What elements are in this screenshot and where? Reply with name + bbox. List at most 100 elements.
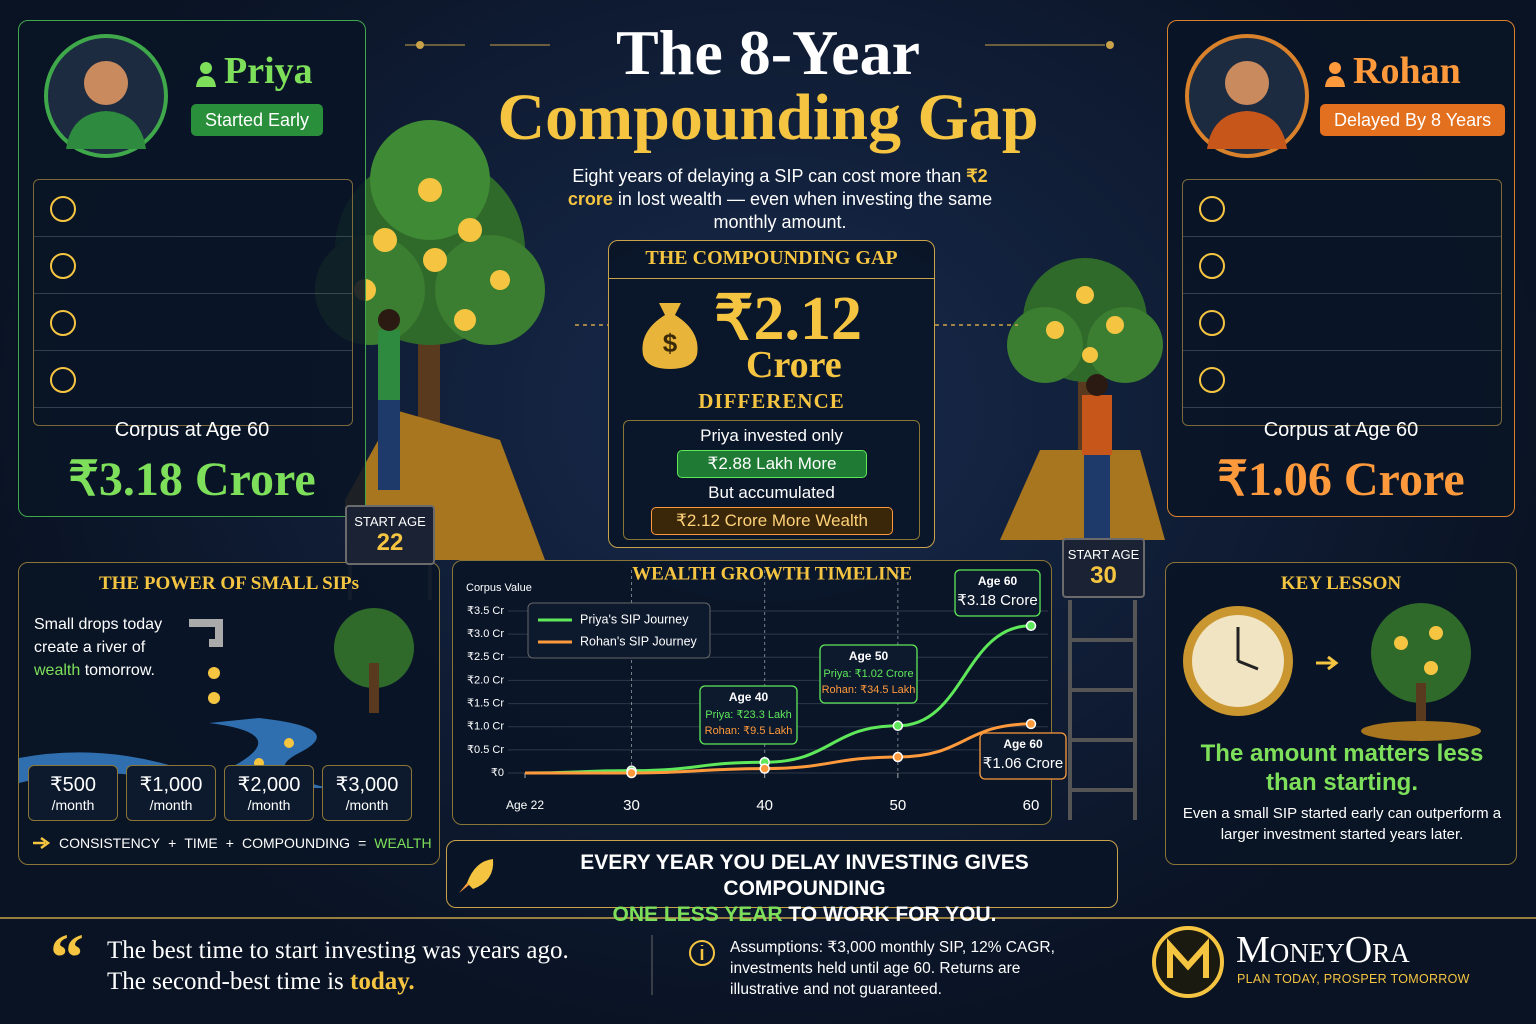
y-tick-label: ₹3.5 Cr (467, 605, 504, 617)
x-tick-label: 50 (889, 797, 906, 814)
person-icon-body (196, 76, 216, 87)
sip-amount-box: ₹2,000/month (224, 765, 314, 821)
data-point (892, 751, 904, 763)
gap-detail-box: Priya invested only ₹2.88 Lakh More But … (623, 420, 920, 540)
small-sips-title: THE POWER OF SMALL SIPs (98, 573, 360, 594)
formula: CONSISTENCY + TIME + COMPOUNDING = WEALTH (33, 835, 432, 851)
sip-period: /month (149, 797, 193, 813)
gap-unit: Crore (746, 344, 842, 386)
annotation-title: Age 60 (1003, 737, 1043, 751)
sip-amount: ₹3,000 (335, 774, 399, 796)
profile-row (1183, 351, 1501, 408)
profile-row (1183, 294, 1501, 351)
row-icon (1199, 196, 1225, 222)
row-icon-shape (1199, 253, 1225, 279)
subtitle-text: in lost wealth — even when investing the… (617, 189, 993, 232)
key-lesson-panel: KEY LESSON The amount matters less than … (1165, 562, 1517, 865)
y-tick-label: ₹3.0 Cr (467, 628, 504, 640)
river-illustration (189, 608, 414, 788)
row-icon-shape (1199, 310, 1225, 336)
person-icon-body (1325, 76, 1345, 87)
person-icon-head (1329, 62, 1341, 74)
sip-amount: ₹2,000 (237, 774, 301, 796)
row-icon (50, 310, 76, 336)
y-tick-label: ₹0 (491, 767, 504, 779)
x-tick-label: 60 (1023, 797, 1040, 814)
annotation-title: Age 50 (849, 649, 889, 663)
annotation-title: Age 60 (978, 574, 1018, 588)
arrow-icon (33, 837, 51, 849)
series-line (524, 624, 1032, 775)
row-icon-shape (50, 367, 76, 393)
row-icon-shape (50, 253, 76, 279)
photo-body (1207, 111, 1287, 149)
row-icon (50, 253, 76, 279)
sip-amount-box: ₹1,000/month (126, 765, 216, 821)
gap-amount: ₹2.12 (714, 285, 862, 353)
start-age-value: 30 (1090, 562, 1117, 589)
y-tick-label: ₹2.0 Cr (467, 674, 504, 686)
quote-line1: The best time to start investing was yea… (107, 937, 569, 964)
rocket-icon (459, 859, 494, 893)
start-age-value: 22 (376, 529, 404, 556)
person-icon (1325, 62, 1345, 87)
row-icon-shape (50, 196, 76, 222)
sip-amount: ₹500 (49, 774, 97, 796)
annotation-box (954, 569, 1041, 617)
gap-line2: But accumulated (708, 483, 835, 502)
money-bag-icon: $ (642, 303, 698, 369)
profile-row (1183, 180, 1501, 237)
banner-line1: EVERY YEAR YOU DELAY INVESTING GIVES COM… (580, 851, 1029, 900)
legend-label: Priya's SIP Journey (580, 612, 689, 626)
banner-line2: TO WORK FOR YOU. (788, 903, 997, 926)
assumptions: Assumptions: ₹3,000 monthly SIP, 12% CAG… (730, 939, 1055, 998)
data-point (1025, 718, 1037, 730)
gap-title: THE COMPOUNDING GAP (609, 247, 934, 279)
formula-term: = (358, 835, 367, 851)
y-tick-label: ₹1.0 Cr (467, 721, 504, 733)
corpus-label: Corpus at Age 60 (114, 419, 270, 441)
x-tick-label: 40 (756, 797, 773, 814)
corpus-label: Corpus at Age 60 (1263, 419, 1419, 441)
row-icon (1199, 310, 1225, 336)
data-point (626, 767, 637, 779)
profile-badge: Delayed By 8 Years (1320, 104, 1506, 136)
key-lesson-headline: The amount matters less than starting. (1200, 740, 1484, 796)
profile-name: Priya (224, 50, 313, 92)
profile-photo (44, 34, 168, 158)
sip-period: /month (51, 797, 95, 813)
person-icon (196, 62, 216, 87)
legend-box (527, 602, 711, 659)
profile-row (34, 180, 352, 237)
y-axis-label: Corpus Value (466, 582, 532, 594)
info-icon (651, 935, 715, 995)
formula-term: COMPOUNDING (241, 835, 351, 851)
x-tick-label: Age 22 (506, 798, 544, 812)
start-age-label: START AGE (1067, 547, 1140, 562)
corpus-value: ₹3.18 Crore (68, 453, 316, 506)
title-line1: The 8-Year (616, 17, 920, 88)
profile-table (33, 179, 353, 426)
gap-caption: DIFFERENCE (698, 389, 845, 413)
sip-amount-box: ₹500/month (28, 765, 118, 821)
start-age-sign: START AGE 30 (1062, 538, 1145, 598)
data-point (892, 720, 904, 732)
formula-term: CONSISTENCY (59, 835, 161, 851)
x-tick-label: 30 (623, 797, 640, 814)
quote-highlight: today. (350, 968, 415, 995)
legend-label: Rohan's SIP Journey (580, 634, 698, 648)
y-tick-label: ₹2.5 Cr (467, 651, 504, 663)
small-sips-highlight: wealth (34, 662, 81, 679)
row-icon (50, 367, 76, 393)
start-age-label: START AGE (354, 514, 426, 529)
gap-pill-wealth: ₹2.12 Crore More Wealth (651, 507, 893, 535)
profile-row (34, 237, 352, 294)
row-icon (1199, 367, 1225, 393)
y-tick-label: ₹1.5 Cr (467, 697, 504, 709)
profile-name: Rohan (1353, 50, 1461, 92)
annotation-box (699, 685, 798, 745)
photo-head (84, 61, 128, 105)
annotation-line: Rohan: ₹9.5 Lakh (705, 725, 793, 737)
subtitle: Eight years of delaying a SIP can cost m… (555, 165, 1005, 234)
